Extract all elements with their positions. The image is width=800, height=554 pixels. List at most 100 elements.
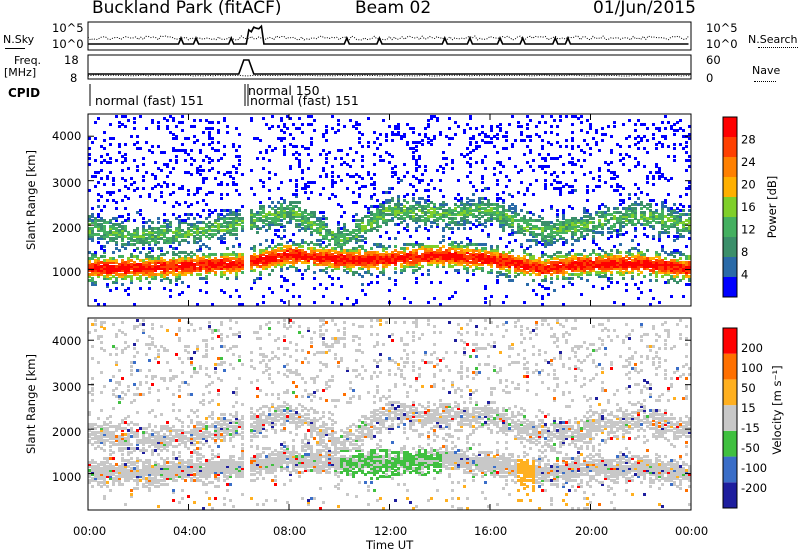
power-cell (523, 257, 526, 260)
power-cell (610, 277, 613, 280)
power-cell (253, 215, 256, 218)
power-cell (289, 143, 292, 146)
power-cell (133, 231, 136, 234)
power-cell (679, 271, 682, 274)
power-cell (448, 143, 451, 146)
power-cell (688, 137, 691, 140)
power-cell (295, 243, 298, 246)
power-cell (529, 267, 532, 270)
power-cell (571, 207, 574, 210)
power-cell (217, 131, 220, 134)
power-cell (145, 241, 148, 244)
power-cell (481, 131, 484, 134)
power-cell (124, 267, 127, 270)
power-cell (307, 213, 310, 216)
power-cell (292, 213, 295, 216)
power-cell (172, 265, 175, 268)
power-cell (169, 289, 172, 292)
power-cell (442, 257, 445, 260)
power-cell (661, 121, 664, 124)
power-cell (205, 271, 208, 274)
power-cell (163, 277, 166, 280)
power-cell (643, 215, 646, 218)
power-cell (412, 251, 415, 254)
power-cell (619, 185, 622, 188)
power-cell (229, 259, 232, 262)
power-cell (280, 243, 283, 246)
power-cell (277, 217, 280, 220)
power-cell (295, 201, 298, 204)
power-cell (196, 269, 199, 272)
power-cell (91, 231, 94, 234)
power-cell (409, 251, 412, 254)
power-cell (409, 257, 412, 260)
power-cell (211, 121, 214, 124)
power-cell (643, 275, 646, 278)
power-cell (211, 141, 214, 144)
power-cell (586, 259, 589, 262)
power-cell (286, 279, 289, 282)
power-cell (496, 179, 499, 182)
power-cell (355, 237, 358, 240)
power-cell (346, 163, 349, 166)
velocity-cell (88, 391, 91, 394)
power-cell (355, 249, 358, 252)
power-cell (640, 263, 643, 266)
power-cell (511, 115, 514, 118)
power-cell (676, 207, 679, 210)
power-cell (562, 285, 565, 288)
power-cell (166, 175, 169, 178)
power-cell (343, 227, 346, 230)
power-cell (442, 245, 445, 248)
power-cell (490, 249, 493, 252)
power-cell (214, 271, 217, 274)
power-cell (499, 163, 502, 166)
power-cell (439, 259, 442, 262)
power-cell (238, 303, 241, 306)
power-cell (484, 261, 487, 264)
power-cell (487, 271, 490, 274)
power-cell (607, 163, 610, 166)
power-cell (187, 257, 190, 260)
power-cell (520, 263, 523, 266)
power-cell (178, 229, 181, 232)
power-cell (670, 259, 673, 262)
power-cell (649, 225, 652, 228)
power-cell (166, 119, 169, 122)
power-cell (646, 219, 649, 222)
power-cell (169, 131, 172, 134)
power-cell (583, 159, 586, 162)
power-cell (619, 221, 622, 224)
power-cell (367, 259, 370, 262)
power-cell (661, 245, 664, 248)
power-cell (322, 149, 325, 152)
power-cell (652, 263, 655, 266)
power-cell (172, 237, 175, 240)
power-cell (385, 253, 388, 256)
power-cell (262, 215, 265, 218)
power-cell (133, 219, 136, 222)
power-cell (529, 255, 532, 258)
power-cell (274, 217, 277, 220)
power-cell (640, 257, 643, 260)
power-cell (106, 191, 109, 194)
power-cell (622, 225, 625, 228)
power-cell (127, 293, 130, 296)
power-cell (187, 217, 190, 220)
power-cell (106, 269, 109, 272)
power-cell (538, 273, 541, 276)
power-cell (205, 259, 208, 262)
power-cell (637, 197, 640, 200)
power-cell (478, 243, 481, 246)
power-cell (559, 271, 562, 274)
power-cell (532, 227, 535, 230)
power-cell (196, 229, 199, 232)
power-cell (415, 141, 418, 144)
power-cell (439, 217, 442, 220)
power-cell (286, 205, 289, 208)
power-cell (574, 269, 577, 272)
power-cell (484, 187, 487, 190)
power-cell (490, 259, 493, 262)
power-cell (199, 151, 202, 154)
power-cell (220, 181, 223, 184)
